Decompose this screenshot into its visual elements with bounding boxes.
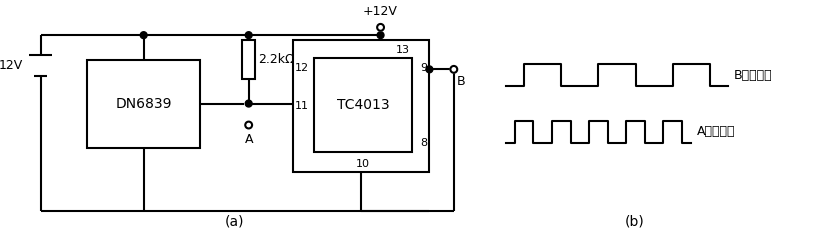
Text: TC4013: TC4013 — [337, 98, 390, 112]
Circle shape — [377, 24, 384, 31]
Text: (b): (b) — [624, 215, 644, 229]
Circle shape — [246, 32, 252, 38]
Text: A: A — [245, 133, 253, 146]
Text: 8: 8 — [420, 138, 428, 148]
Bar — [293, 40, 429, 172]
Bar — [88, 60, 200, 148]
Text: (a): (a) — [224, 215, 244, 229]
Text: 13: 13 — [396, 45, 410, 55]
Text: A输出波形: A输出波形 — [697, 125, 735, 138]
Text: 11: 11 — [294, 101, 308, 111]
Circle shape — [141, 32, 147, 38]
Circle shape — [246, 100, 252, 107]
Text: +12V: +12V — [363, 5, 398, 18]
Text: 10: 10 — [356, 159, 370, 169]
Text: 12V: 12V — [0, 59, 23, 72]
Bar — [314, 58, 412, 152]
Text: DN6839: DN6839 — [116, 97, 172, 111]
Circle shape — [377, 32, 384, 38]
Text: 12: 12 — [294, 62, 308, 73]
Circle shape — [451, 66, 457, 73]
Text: B: B — [457, 75, 466, 88]
Circle shape — [426, 66, 433, 73]
Text: B输出波形: B输出波形 — [734, 69, 772, 82]
Circle shape — [246, 122, 252, 129]
Bar — [242, 40, 255, 79]
Text: 2.2kΩ: 2.2kΩ — [258, 53, 294, 66]
Text: 9: 9 — [420, 62, 428, 73]
